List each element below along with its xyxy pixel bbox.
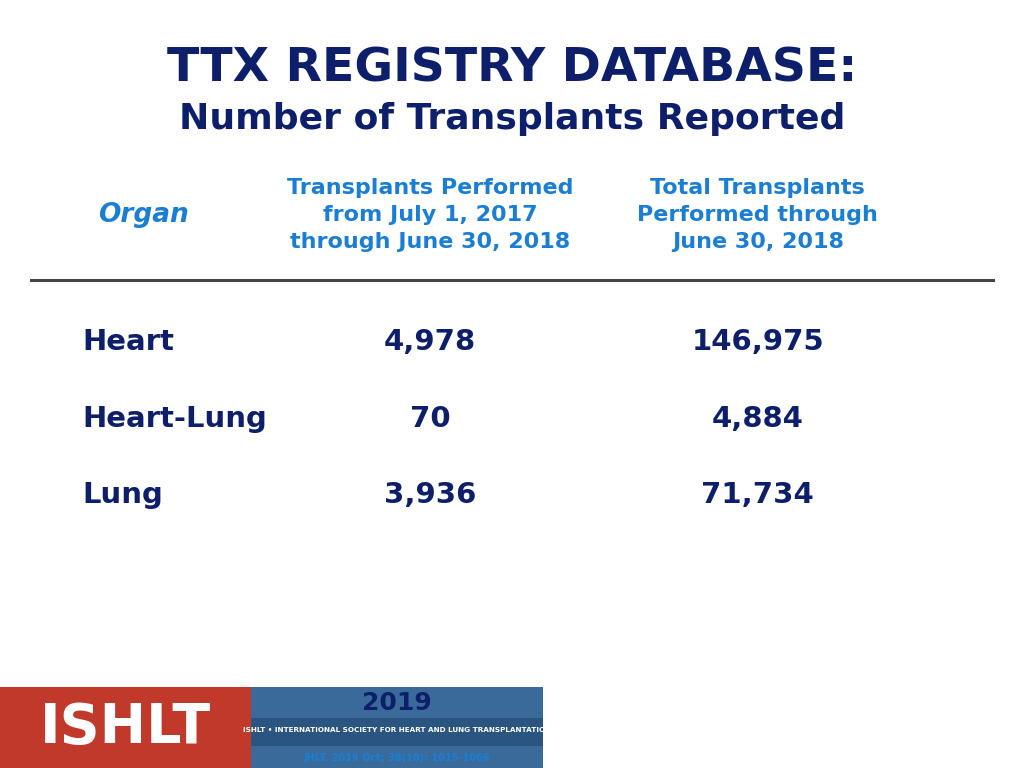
Text: 2019: 2019 [361,691,432,716]
Text: ISHLT: ISHLT [40,700,211,755]
Bar [251,687,543,768]
Bar [0,687,251,768]
Text: ISHLT • INTERNATIONAL SOCIETY FOR HEART AND LUNG TRANSPLANTATION: ISHLT • INTERNATIONAL SOCIETY FOR HEART … [243,727,551,733]
Text: 71,734: 71,734 [701,482,814,509]
Text: 146,975: 146,975 [691,328,824,356]
Text: Total Transplants
Performed through
June 30, 2018: Total Transplants Performed through June… [637,178,879,252]
Text: TTX REGISTRY DATABASE:: TTX REGISTRY DATABASE: [167,47,857,91]
Text: Number of Transplants Reported: Number of Transplants Reported [179,102,845,136]
Text: Heart: Heart [82,328,174,356]
Text: Heart-Lung: Heart-Lung [82,405,267,432]
Text: 70: 70 [410,405,451,432]
Text: JHLT. 2019 Oct; 38(10): 1015-1066: JHLT. 2019 Oct; 38(10): 1015-1066 [303,753,490,763]
Text: 3,936: 3,936 [384,482,476,509]
Bar [251,718,543,746]
Text: Transplants Performed
from July 1, 2017
through June 30, 2018: Transplants Performed from July 1, 2017 … [287,178,573,252]
Text: 4,978: 4,978 [384,328,476,356]
Text: Lung: Lung [82,482,163,509]
Text: 4,884: 4,884 [712,405,804,432]
Text: Organ: Organ [98,202,188,228]
